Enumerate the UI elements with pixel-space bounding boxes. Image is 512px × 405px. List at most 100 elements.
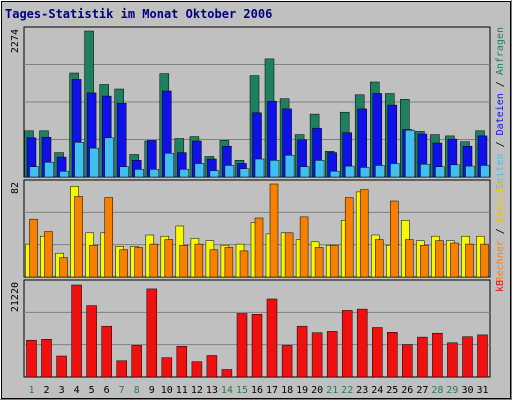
day-label-10: 10	[161, 385, 173, 396]
bar-seiten-day-9	[149, 169, 160, 178]
bar-seiten-day-29	[450, 164, 460, 178]
panel-bottom-legend: kB	[495, 280, 506, 292]
day-label-24: 24	[371, 385, 383, 396]
panel-middle-ymax-label: 82	[10, 182, 21, 194]
day-label-23: 23	[356, 385, 368, 396]
day-labels: 1 2 3 4 5 6 7 8 9 10 11 12 13 14 15 16 17 18 19 20 21 22 23 24 2…	[28, 385, 488, 396]
bar-seiten-day-11	[179, 169, 190, 178]
day-label-1: 1	[28, 385, 34, 396]
day-label-21: 21	[326, 385, 338, 396]
bar-kb-day-7	[116, 360, 127, 378]
bar-kb-day-8	[131, 345, 142, 378]
day-label-4: 4	[74, 385, 80, 396]
bar-rechner-day-14	[224, 247, 234, 278]
bar-rechner-day-28	[435, 240, 444, 278]
day-label-22: 22	[341, 385, 353, 396]
bar-seiten-day-20	[314, 160, 325, 178]
legend-rechner: Rechner	[495, 240, 506, 282]
bar-seiten-day-4	[74, 142, 84, 178]
bar-seiten-day-31	[480, 165, 490, 178]
day-label-7: 7	[119, 385, 125, 396]
bar-rechner-day-31	[480, 243, 489, 278]
bar-kb-day-2	[41, 339, 52, 378]
bar-seiten-day-13	[209, 170, 220, 178]
bar-seiten-day-8	[134, 169, 144, 178]
panel-top-legend: Seiten / Dateien / Anfragen	[495, 27, 506, 190]
bar-seiten-day-6	[104, 137, 114, 178]
bar-rechner-day-23	[359, 189, 369, 278]
bar-rechner-day-16	[254, 217, 264, 278]
bar-rechner-day-25	[390, 200, 399, 278]
bar-kb-day-15	[236, 313, 248, 378]
legend-dateien: Dateien	[495, 93, 506, 135]
chart-title: Tages-Statistik im Monat Oktober 2006	[5, 7, 272, 21]
bar-rechner-day-19	[299, 216, 309, 278]
bar-seiten-day-3	[59, 170, 69, 178]
day-label-8: 8	[134, 385, 140, 396]
bar-kb-day-13	[206, 355, 218, 378]
day-label-9: 9	[149, 385, 155, 396]
day-label-25: 25	[386, 385, 398, 396]
legend-anfragen: Anfragen	[495, 27, 506, 75]
bar-kb-day-26	[402, 344, 413, 378]
day-label-18: 18	[281, 385, 293, 396]
bar-rechner-day-2	[44, 231, 53, 278]
day-label-26: 26	[401, 385, 413, 396]
bar-seiten-day-28	[435, 166, 445, 178]
bar-rechner-day-21	[329, 244, 339, 278]
bar-seiten-day-16	[254, 158, 265, 178]
bar-kb-day-12	[191, 361, 203, 378]
bar-seiten-day-17	[269, 160, 280, 178]
bar-kb-day-10	[161, 357, 173, 378]
day-label-30: 30	[461, 385, 473, 396]
panel-bottom: 21220 kB	[10, 279, 506, 378]
bar-kb-day-30	[462, 336, 473, 378]
bar-seiten-day-14	[224, 165, 235, 178]
day-label-12: 12	[191, 385, 203, 396]
bar-kb-day-20	[311, 332, 323, 378]
bar-rechner-day-3	[59, 257, 68, 278]
bar-kb-day-22	[341, 310, 353, 378]
bar-seiten-day-12	[194, 163, 205, 178]
bar-kb-day-11	[176, 346, 188, 378]
bar-seiten-day-26	[405, 129, 415, 178]
bar-seiten-day-5	[89, 147, 99, 178]
bar-kb-day-3	[56, 355, 67, 378]
day-label-5: 5	[89, 385, 95, 396]
bar-rechner-day-24	[375, 239, 384, 278]
day-label-11: 11	[176, 385, 188, 396]
bar-rechner-day-13	[209, 249, 219, 278]
bar-seiten-day-19	[299, 166, 310, 178]
bar-rechner-day-29	[450, 242, 459, 278]
bar-rechner-day-27	[420, 244, 429, 278]
day-label-14: 14	[221, 385, 233, 396]
bar-seiten-day-27	[420, 163, 430, 178]
bar-rechner-day-8	[134, 247, 143, 278]
legend-seiten: Seiten	[495, 153, 506, 189]
bar-kb-day-24	[372, 327, 383, 378]
bar-seiten-day-23	[359, 167, 370, 178]
bar-kb-day-18	[281, 345, 293, 378]
legend-kb: kB	[495, 280, 506, 292]
bar-kb-day-6	[101, 325, 112, 378]
panel-bottom-ymax-label: 21220	[10, 282, 21, 312]
bar-seiten-day-21	[329, 170, 340, 178]
bar-kb-day-29	[447, 342, 458, 378]
legend-separator: /	[495, 75, 506, 93]
legend-separator: /	[495, 222, 506, 240]
bar-dateien-day-7	[116, 102, 127, 178]
bar-kb-day-17	[266, 298, 278, 378]
bar-rechner-day-22	[344, 197, 354, 278]
bar-rechner-day-5	[89, 244, 98, 278]
bar-rechner-day-17	[269, 183, 279, 278]
bar-seiten-day-15	[239, 168, 250, 178]
bar-kb-day-25	[387, 332, 398, 378]
day-label-2: 2	[43, 385, 49, 396]
day-label-16: 16	[251, 385, 263, 396]
bar-rechner-day-15	[239, 250, 249, 278]
bar-rechner-day-20	[314, 247, 324, 278]
bar-seiten-day-2	[44, 161, 54, 178]
bar-dateien-day-23	[357, 108, 367, 178]
day-label-19: 19	[296, 385, 308, 396]
bar-kb-day-19	[296, 325, 308, 378]
